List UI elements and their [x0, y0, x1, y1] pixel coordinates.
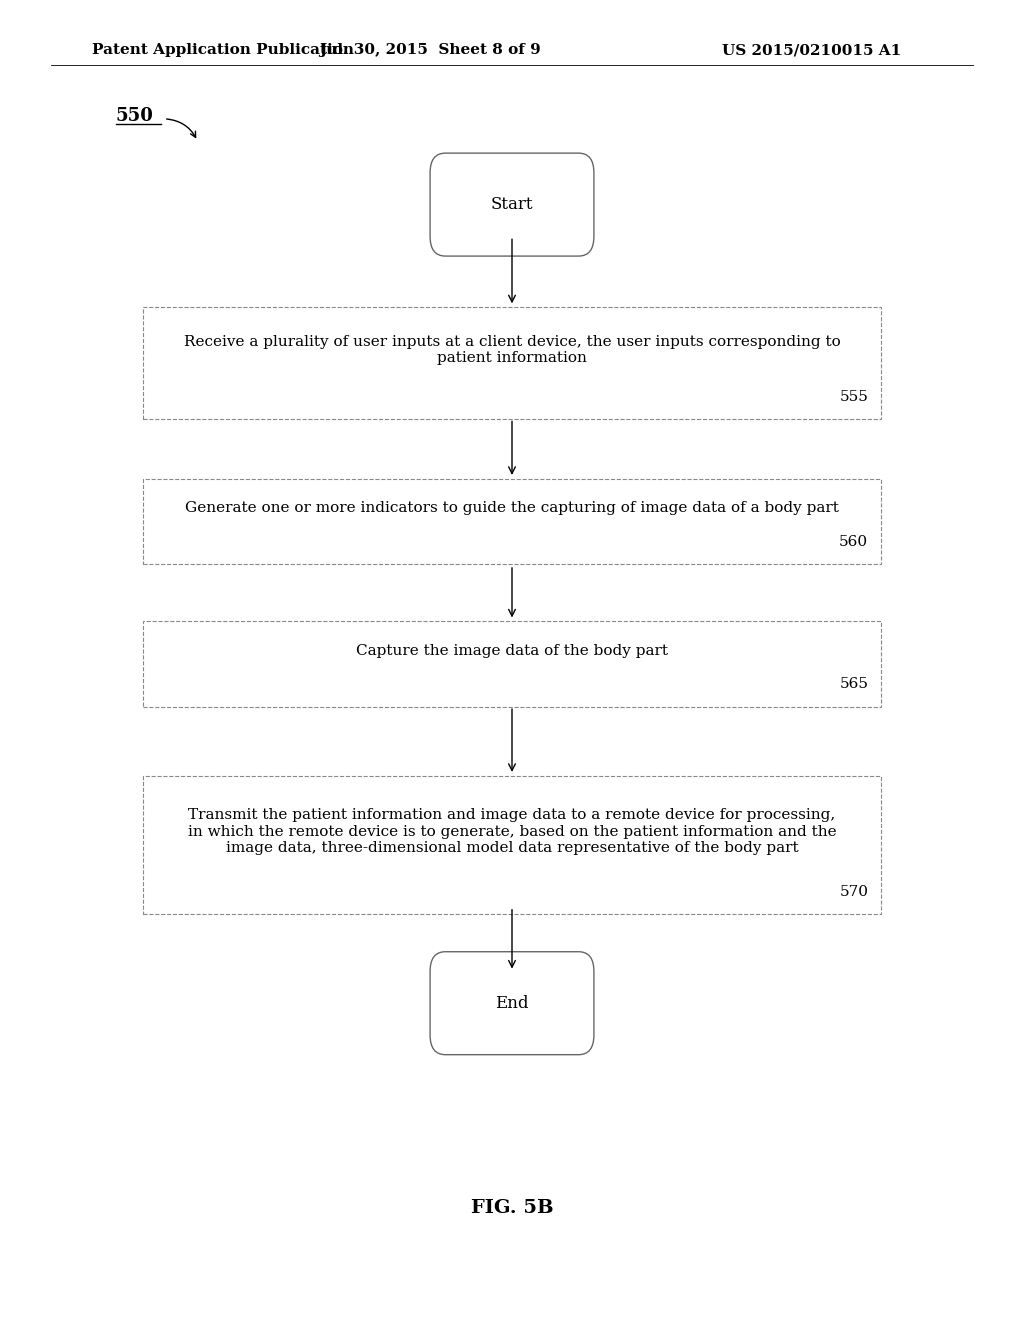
Text: Start: Start	[490, 197, 534, 213]
FancyBboxPatch shape	[430, 952, 594, 1055]
Text: Patent Application Publication: Patent Application Publication	[92, 44, 354, 57]
Text: Generate one or more indicators to guide the capturing of image data of a body p: Generate one or more indicators to guide…	[185, 502, 839, 515]
FancyBboxPatch shape	[143, 479, 881, 565]
Text: 555: 555	[840, 389, 868, 404]
Text: 560: 560	[840, 535, 868, 549]
Text: US 2015/0210015 A1: US 2015/0210015 A1	[722, 44, 901, 57]
Text: End: End	[496, 995, 528, 1011]
Text: Jul. 30, 2015  Sheet 8 of 9: Jul. 30, 2015 Sheet 8 of 9	[319, 44, 541, 57]
FancyBboxPatch shape	[430, 153, 594, 256]
Text: Capture the image data of the body part: Capture the image data of the body part	[356, 644, 668, 657]
FancyBboxPatch shape	[143, 620, 881, 708]
Text: 550: 550	[116, 107, 154, 125]
Text: 565: 565	[840, 677, 868, 692]
Text: Transmit the patient information and image data to a remote device for processin: Transmit the patient information and ima…	[187, 808, 837, 855]
FancyBboxPatch shape	[143, 308, 881, 420]
Text: Receive a plurality of user inputs at a client device, the user inputs correspon: Receive a plurality of user inputs at a …	[183, 335, 841, 364]
Text: FIG. 5B: FIG. 5B	[471, 1199, 553, 1217]
FancyBboxPatch shape	[143, 776, 881, 913]
Text: 570: 570	[840, 884, 868, 899]
